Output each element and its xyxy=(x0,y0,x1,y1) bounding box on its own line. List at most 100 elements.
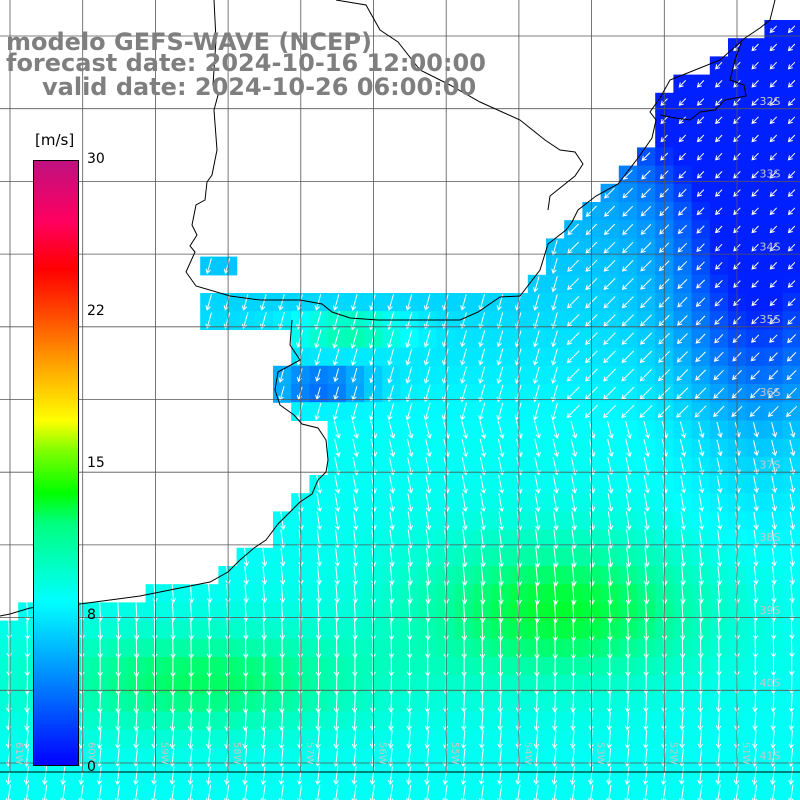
wind-arrow xyxy=(770,657,777,677)
wind-arrow xyxy=(603,223,616,236)
wind-arrow xyxy=(534,420,541,440)
wind-arrow xyxy=(694,405,707,418)
wind-arrow xyxy=(715,225,723,234)
wind-arrow xyxy=(678,134,687,143)
lat-label: 36S xyxy=(760,386,781,399)
wind-arrow xyxy=(768,352,778,362)
wind-arrow xyxy=(698,493,705,512)
lon-label: 61W xyxy=(13,742,24,765)
wind-arrow xyxy=(133,620,140,641)
colorbar-tick-0: 0 xyxy=(87,759,96,775)
wind-arrow xyxy=(334,511,341,531)
wind-arrow xyxy=(296,294,303,311)
wind-arrow xyxy=(424,766,430,786)
wind-arrow xyxy=(407,493,414,513)
wind-arrow xyxy=(715,189,723,197)
wind-arrow xyxy=(278,386,285,401)
wind-arrow xyxy=(751,280,759,288)
wind-arrow xyxy=(406,693,413,713)
wind-arrow xyxy=(532,402,540,421)
wind-arrow xyxy=(606,766,612,786)
wind-arrow xyxy=(533,729,540,749)
wind-arrow xyxy=(769,280,778,288)
wind-arrow xyxy=(223,312,231,330)
wind-arrow xyxy=(680,511,687,531)
wind-arrow xyxy=(298,511,304,531)
wind-arrow xyxy=(462,565,468,586)
wind-arrow xyxy=(424,693,431,713)
wind-arrow xyxy=(680,547,686,568)
wind-arrow xyxy=(498,511,505,531)
wind-arrow xyxy=(169,729,176,750)
wind-arrow xyxy=(571,475,578,494)
wind-arrow xyxy=(389,493,395,513)
wind-arrow xyxy=(677,279,688,290)
wind-arrow xyxy=(768,370,779,380)
wind-arrow xyxy=(387,402,395,421)
wind-arrow xyxy=(333,729,339,749)
wind-arrow xyxy=(553,546,559,568)
wind-arrow xyxy=(625,564,632,587)
wind-arrow xyxy=(607,619,613,642)
wind-arrow xyxy=(333,420,341,440)
wind-arrow xyxy=(621,296,634,309)
wind-arrow xyxy=(388,711,394,731)
wind-arrow xyxy=(279,566,286,585)
wind-arrow xyxy=(751,189,759,197)
wind-arrow xyxy=(715,766,721,786)
wind-arrow xyxy=(677,206,687,216)
wind-arrow xyxy=(640,260,652,272)
wind-arrow xyxy=(625,475,632,494)
wind-arrow xyxy=(206,710,212,732)
wind-arrow xyxy=(479,711,485,731)
wind-arrow xyxy=(570,693,576,713)
wind-arrow xyxy=(405,294,413,311)
wind-arrow xyxy=(115,729,121,750)
wind-arrow xyxy=(644,493,650,513)
wind-arrow xyxy=(660,766,667,786)
wind-arrow xyxy=(787,262,796,270)
lon-label: 58W xyxy=(231,742,242,765)
wind-arrow xyxy=(115,711,121,732)
wind-arrow xyxy=(787,116,796,125)
wind-arrow xyxy=(496,330,504,348)
wind-arrow xyxy=(534,674,540,695)
wind-arrow xyxy=(406,729,412,749)
wind-arrow xyxy=(640,206,652,217)
wind-arrow xyxy=(351,367,358,383)
wind-arrow xyxy=(462,511,468,531)
wind-arrow xyxy=(389,565,395,586)
wind-arrow xyxy=(603,332,616,345)
wind-arrow xyxy=(425,511,432,531)
wind-arrow xyxy=(334,566,340,586)
wind-arrow xyxy=(643,601,650,623)
wind-arrow xyxy=(789,548,796,567)
wind-arrow xyxy=(787,43,796,52)
wind-arrow xyxy=(315,620,322,641)
wind-arrow xyxy=(752,729,758,749)
wind-arrow xyxy=(787,25,796,34)
wind-arrow xyxy=(771,511,777,530)
wind-arrow xyxy=(769,98,778,106)
wind-arrow xyxy=(789,566,795,585)
wind-arrow xyxy=(677,315,688,326)
wind-arrow xyxy=(498,564,504,587)
lon-label: 51W xyxy=(740,742,751,765)
wind-arrow xyxy=(552,693,558,713)
wind-arrow xyxy=(425,438,432,458)
wind-arrow xyxy=(96,766,103,786)
wind-arrow xyxy=(678,116,687,125)
wind-arrow xyxy=(715,80,723,88)
wind-arrow xyxy=(551,240,558,256)
wind-arrow xyxy=(769,189,778,197)
wind-arrow xyxy=(96,711,103,732)
wind-arrow xyxy=(278,711,285,732)
wind-arrow xyxy=(567,223,579,236)
wind-arrow xyxy=(622,187,633,199)
wind-arrow xyxy=(698,583,704,604)
wind-arrow xyxy=(350,328,359,349)
wind-arrow xyxy=(332,348,340,366)
wind-arrow xyxy=(551,729,558,749)
wind-arrow xyxy=(315,692,322,714)
